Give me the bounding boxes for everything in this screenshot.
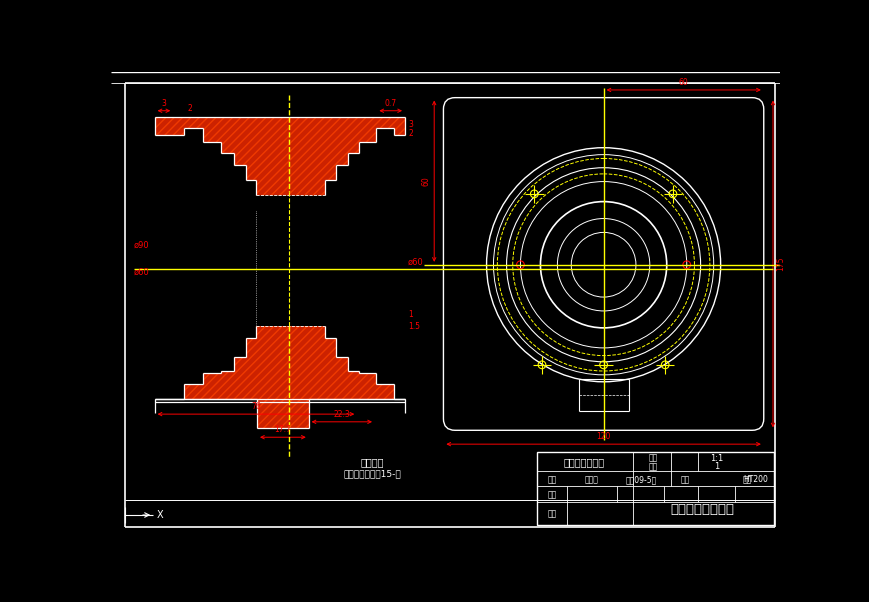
Text: 0.7: 0.7: [385, 99, 397, 108]
Text: 3: 3: [162, 99, 166, 108]
Text: 2: 2: [188, 104, 193, 113]
Text: X: X: [157, 510, 163, 520]
Text: 17.7: 17.7: [275, 425, 291, 434]
Text: 尹荣荣: 尹荣荣: [585, 475, 599, 484]
Text: 轴承拖脚毛坤图: 轴承拖脚毛坤图: [564, 457, 605, 467]
Text: HT200: HT200: [744, 475, 768, 484]
Text: 1.5: 1.5: [408, 322, 420, 331]
Text: 校核: 校核: [547, 491, 557, 500]
Text: 1:1: 1:1: [710, 453, 723, 462]
Text: 1: 1: [714, 462, 720, 471]
Bar: [536, 452, 773, 525]
Text: 120: 120: [596, 432, 611, 441]
Text: 60: 60: [421, 176, 431, 186]
Text: 175: 175: [776, 256, 785, 272]
Text: 审核: 审核: [547, 509, 557, 518]
Text: 比例: 比例: [649, 453, 659, 462]
Text: ø90: ø90: [134, 241, 149, 250]
Text: 1: 1: [408, 310, 413, 319]
Text: 材料: 材料: [743, 475, 753, 484]
Text: 3: 3: [408, 120, 413, 129]
Text: ø60: ø60: [134, 268, 149, 277]
Text: 辽宁工程技术大学: 辽宁工程技术大学: [670, 503, 734, 516]
Text: 76: 76: [251, 402, 261, 411]
Polygon shape: [155, 117, 405, 196]
Text: 机戉09-5班: 机戉09-5班: [626, 475, 657, 484]
Text: 2: 2: [408, 129, 413, 138]
Text: 制图: 制图: [547, 475, 557, 484]
Text: 数量: 数量: [649, 462, 659, 471]
Text: ø60: ø60: [408, 258, 424, 267]
Text: 重量: 重量: [680, 475, 690, 484]
Text: 技术要求: 技术要求: [361, 458, 384, 467]
Polygon shape: [155, 326, 405, 428]
Text: 60: 60: [679, 78, 688, 87]
Text: 未注明圆角半徂15-五: 未注明圆角半徂15-五: [344, 470, 401, 479]
Text: 22.3: 22.3: [334, 410, 350, 419]
